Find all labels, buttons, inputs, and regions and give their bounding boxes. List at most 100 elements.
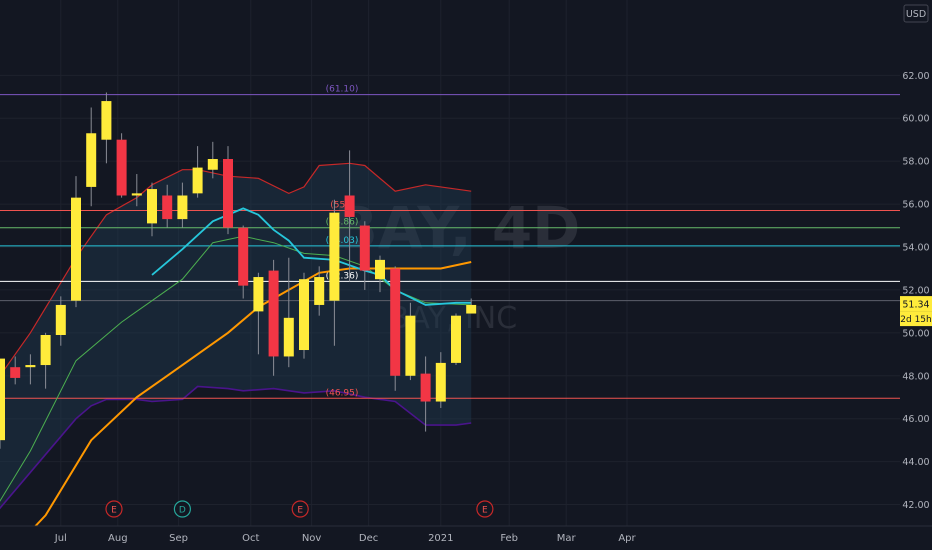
- candle-body-6: [86, 133, 97, 187]
- candle-body-28: [420, 373, 431, 402]
- price-axis[interactable]: 62.00 60.00 58.00 56.00 54.00 52.00 50.00 48.00…: [900, 0, 932, 550]
- level-label-3: (54.03): [326, 236, 359, 246]
- candle-body-15: [223, 159, 233, 228]
- price-tick-0: 62.00: [902, 71, 929, 82]
- candle-body-10: [147, 189, 157, 224]
- bollinger-bands: [0, 162, 472, 510]
- currency-label: USD: [906, 9, 926, 20]
- event-marker-1[interactable]: D: [173, 500, 191, 518]
- candle-body-24: [359, 225, 370, 271]
- candle-5: [71, 176, 81, 308]
- candle-body-7: [101, 101, 112, 140]
- price-tick-4: 54.00: [902, 243, 929, 254]
- candle-19: [283, 257, 294, 368]
- candle-body-17: [253, 277, 264, 312]
- candle-body-29: [435, 362, 446, 402]
- candle-body-30: [451, 315, 461, 363]
- price-tags: 51.34 2d 15h: [900, 296, 932, 327]
- price-tick-6: 50.00: [902, 328, 929, 339]
- countdown-value: 2d 15h: [900, 315, 931, 325]
- price-tick-5: 52.00: [902, 285, 929, 296]
- level-label-4: (52.36): [326, 271, 359, 281]
- candle-body-26: [390, 268, 401, 376]
- candlesticks: [0, 92, 477, 449]
- time-tick-3: Sep: [169, 533, 188, 544]
- last-price-tag-bg: [900, 296, 932, 312]
- candle-12: [177, 182, 188, 228]
- time-tick-7: 2021: [428, 533, 453, 544]
- candle-18: [268, 259, 279, 376]
- candle-15: [223, 146, 233, 235]
- candle-body-16: [238, 227, 249, 286]
- candle-9: [131, 174, 142, 207]
- candle-27: [405, 302, 416, 381]
- event-marker-0[interactable]: E: [105, 500, 123, 518]
- candle-25: [375, 255, 385, 293]
- level-label-6: (46.95): [326, 388, 359, 398]
- price-tick-8: 46.00: [902, 414, 929, 425]
- time-axis[interactable]: JunJulAugSepOctNovDec2021FebMarApr: [0, 525, 932, 550]
- time-axis-bg: [0, 526, 932, 550]
- candle-body-12: [177, 195, 188, 220]
- level-label-0: (61.10): [326, 85, 359, 95]
- price-tick-10: 42.00: [902, 500, 929, 511]
- event-label-2: E: [297, 506, 303, 516]
- candle-22: [329, 199, 340, 346]
- candle-body-1: [10, 367, 21, 378]
- candle-body-23: [344, 195, 355, 217]
- event-circle-2: [291, 500, 309, 518]
- candle-body-8: [116, 139, 127, 196]
- event-label-3: E: [482, 506, 488, 516]
- level-label-2: (54.86): [326, 218, 359, 228]
- candle-body-9: [131, 193, 142, 196]
- candle-17: [253, 272, 264, 355]
- time-tick-8: Feb: [500, 533, 518, 544]
- time-tick-10: Apr: [618, 533, 636, 544]
- candle-21: [314, 266, 325, 316]
- event-marker-2[interactable]: E: [291, 500, 309, 518]
- time-tick-2: Aug: [108, 533, 128, 544]
- event-circle-3: [476, 500, 494, 518]
- event-circle-0: [105, 500, 123, 518]
- candle-body-22: [329, 212, 340, 301]
- countdown-tag-bg: [900, 311, 932, 327]
- price-tick-3: 56.00: [902, 200, 929, 211]
- candle-body-3: [40, 334, 51, 366]
- candle-body-11: [162, 195, 173, 220]
- candle-body-13: [192, 167, 203, 194]
- time-tick-6: Dec: [359, 533, 378, 544]
- candle-7: [101, 92, 112, 164]
- candle-31: [466, 298, 477, 314]
- candle-30: [451, 313, 461, 366]
- time-tick-5: Nov: [302, 533, 322, 544]
- candle-body-14: [207, 159, 218, 170]
- grid: [0, 0, 900, 526]
- currency-badge[interactable]: USD: [903, 4, 929, 23]
- time-tick-1: Jul: [54, 533, 67, 544]
- candle-0: [0, 358, 5, 449]
- event-marker-3[interactable]: E: [476, 500, 494, 518]
- candle-body-5: [71, 197, 81, 301]
- candle-4: [55, 296, 66, 346]
- price-tick-7: 48.00: [902, 371, 929, 382]
- candle-26: [390, 266, 401, 391]
- candle-3: [40, 332, 51, 389]
- ma-cyan-line: [151, 207, 472, 306]
- candle-body-27: [405, 315, 416, 376]
- candle-body-4: [55, 304, 66, 335]
- time-tick-9: Mar: [557, 533, 577, 544]
- candle-10: [147, 182, 157, 237]
- candle-6: [86, 107, 97, 207]
- level-label-1: (55.7: [330, 201, 354, 211]
- bollinger-upper-line: [0, 162, 472, 377]
- candle-28: [420, 356, 431, 432]
- bollinger-lower-line: [0, 385, 472, 510]
- candle-29: [435, 352, 446, 408]
- price-axis-bg: [900, 0, 932, 550]
- candle-body-25: [375, 259, 385, 280]
- candle-1: [10, 356, 21, 385]
- candle-body-31: [466, 304, 477, 314]
- event-label-1: D: [179, 506, 186, 516]
